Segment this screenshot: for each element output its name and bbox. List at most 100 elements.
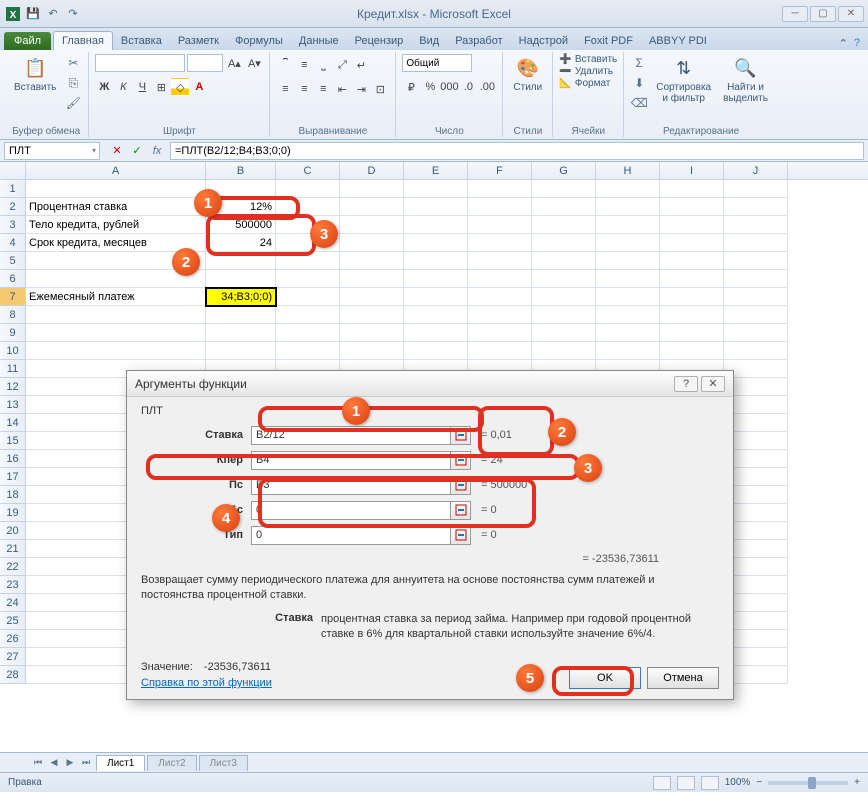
cell-C8[interactable] bbox=[276, 306, 340, 324]
cell-D1[interactable] bbox=[340, 180, 404, 198]
find-select-button[interactable]: 🔍 Найти и выделить bbox=[719, 54, 772, 106]
cell-E8[interactable] bbox=[404, 306, 468, 324]
cell-E7[interactable] bbox=[404, 288, 468, 306]
cell-I6[interactable] bbox=[660, 270, 724, 288]
format-painter-icon[interactable]: 🖌 bbox=[64, 94, 82, 112]
align-left-icon[interactable]: ≡ bbox=[276, 80, 294, 98]
cell-H8[interactable] bbox=[596, 306, 660, 324]
row-header[interactable]: 1 bbox=[0, 180, 26, 198]
cell-F1[interactable] bbox=[468, 180, 532, 198]
cell-B6[interactable] bbox=[206, 270, 276, 288]
tab-abbyy[interactable]: ABBYY PDI bbox=[641, 32, 715, 50]
cancel-formula-icon[interactable]: ✕ bbox=[108, 142, 126, 160]
collapse-dialog-icon[interactable] bbox=[451, 451, 471, 470]
help-icon[interactable]: ? bbox=[854, 37, 860, 50]
delete-cells-button[interactable]: ➖Удалить bbox=[559, 66, 613, 77]
cell-D9[interactable] bbox=[340, 324, 404, 342]
cell-I1[interactable] bbox=[660, 180, 724, 198]
cell-I2[interactable] bbox=[660, 198, 724, 216]
row-header[interactable]: 17 bbox=[0, 468, 26, 486]
tab-formulas[interactable]: Формулы bbox=[227, 32, 291, 50]
cell-D6[interactable] bbox=[340, 270, 404, 288]
row-header[interactable]: 25 bbox=[0, 612, 26, 630]
cell-F4[interactable] bbox=[468, 234, 532, 252]
cell-H10[interactable] bbox=[596, 342, 660, 360]
page-break-view-icon[interactable] bbox=[701, 776, 719, 790]
tab-home[interactable]: Главная bbox=[53, 31, 113, 50]
cell-F8[interactable] bbox=[468, 306, 532, 324]
font-family-select[interactable] bbox=[95, 54, 185, 72]
row-header[interactable]: 13 bbox=[0, 396, 26, 414]
cell-B4[interactable]: 24 bbox=[206, 234, 276, 252]
last-sheet-icon[interactable]: ⏭ bbox=[78, 755, 94, 771]
redo-icon[interactable]: ↷ bbox=[64, 5, 82, 23]
row-header[interactable]: 23 bbox=[0, 576, 26, 594]
tab-insert[interactable]: Вставка bbox=[113, 32, 170, 50]
row-header[interactable]: 4 bbox=[0, 234, 26, 252]
dec-decimal-icon[interactable]: .00 bbox=[478, 78, 496, 96]
cell-C1[interactable] bbox=[276, 180, 340, 198]
cell-E3[interactable] bbox=[404, 216, 468, 234]
cell-E9[interactable] bbox=[404, 324, 468, 342]
cell-E6[interactable] bbox=[404, 270, 468, 288]
cell-F5[interactable] bbox=[468, 252, 532, 270]
row-header[interactable]: 27 bbox=[0, 648, 26, 666]
indent-inc-icon[interactable]: ⇥ bbox=[352, 80, 370, 98]
col-header-E[interactable]: E bbox=[404, 162, 468, 179]
cell-B10[interactable] bbox=[206, 342, 276, 360]
cell-C10[interactable] bbox=[276, 342, 340, 360]
cell-J10[interactable] bbox=[724, 342, 788, 360]
zoom-slider[interactable] bbox=[768, 781, 848, 785]
row-header[interactable]: 20 bbox=[0, 522, 26, 540]
row-header[interactable]: 10 bbox=[0, 342, 26, 360]
cell-E10[interactable] bbox=[404, 342, 468, 360]
file-tab[interactable]: Файл bbox=[4, 32, 51, 50]
cell-C2[interactable] bbox=[276, 198, 340, 216]
cell-B9[interactable] bbox=[206, 324, 276, 342]
cell-H5[interactable] bbox=[596, 252, 660, 270]
arg-input[interactable]: B2/12 bbox=[251, 426, 451, 445]
cell-E5[interactable] bbox=[404, 252, 468, 270]
cell-E4[interactable] bbox=[404, 234, 468, 252]
cell-J5[interactable] bbox=[724, 252, 788, 270]
enter-formula-icon[interactable]: ✓ bbox=[128, 142, 146, 160]
select-all-corner[interactable] bbox=[0, 162, 26, 179]
cell-J4[interactable] bbox=[724, 234, 788, 252]
zoom-in-icon[interactable]: + bbox=[854, 777, 860, 788]
first-sheet-icon[interactable]: ⏮ bbox=[30, 755, 46, 771]
cell-D4[interactable] bbox=[340, 234, 404, 252]
col-header-A[interactable]: A bbox=[26, 162, 206, 179]
cell-F7[interactable] bbox=[468, 288, 532, 306]
cell-H2[interactable] bbox=[596, 198, 660, 216]
col-header-D[interactable]: D bbox=[340, 162, 404, 179]
cell-C6[interactable] bbox=[276, 270, 340, 288]
sheet-tab-active[interactable]: Лист1 bbox=[96, 755, 145, 771]
cell-H9[interactable] bbox=[596, 324, 660, 342]
sort-filter-button[interactable]: ⇅ Сортировка и фильтр bbox=[652, 54, 715, 106]
cell-C5[interactable] bbox=[276, 252, 340, 270]
arg-input[interactable]: 0 bbox=[251, 501, 451, 520]
row-header[interactable]: 14 bbox=[0, 414, 26, 432]
cell-F9[interactable] bbox=[468, 324, 532, 342]
row-header[interactable]: 16 bbox=[0, 450, 26, 468]
cell-J2[interactable] bbox=[724, 198, 788, 216]
cell-A10[interactable] bbox=[26, 342, 206, 360]
zoom-out-icon[interactable]: − bbox=[756, 777, 762, 788]
cell-G5[interactable] bbox=[532, 252, 596, 270]
cell-G7[interactable] bbox=[532, 288, 596, 306]
cell-I8[interactable] bbox=[660, 306, 724, 324]
italic-icon[interactable]: К bbox=[114, 78, 132, 96]
cell-J6[interactable] bbox=[724, 270, 788, 288]
border-icon[interactable]: ⊞ bbox=[152, 78, 170, 96]
fill-icon[interactable]: ⬇ bbox=[630, 74, 648, 92]
col-header-H[interactable]: H bbox=[596, 162, 660, 179]
tab-view[interactable]: Вид bbox=[411, 32, 447, 50]
col-header-F[interactable]: F bbox=[468, 162, 532, 179]
page-layout-view-icon[interactable] bbox=[677, 776, 695, 790]
row-header[interactable]: 22 bbox=[0, 558, 26, 576]
cell-A8[interactable] bbox=[26, 306, 206, 324]
cell-G4[interactable] bbox=[532, 234, 596, 252]
cell-G9[interactable] bbox=[532, 324, 596, 342]
font-color-icon[interactable]: А bbox=[190, 78, 208, 96]
cell-D8[interactable] bbox=[340, 306, 404, 324]
